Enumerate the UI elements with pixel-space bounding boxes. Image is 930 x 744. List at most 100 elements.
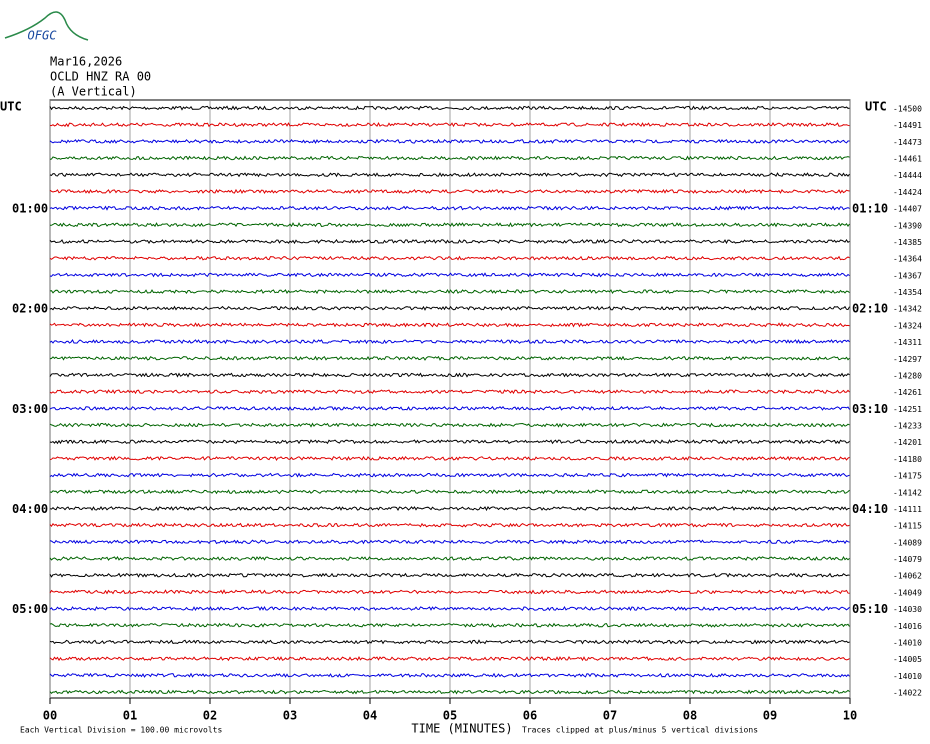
trace bbox=[49, 105, 850, 111]
offset-label: -14016 bbox=[893, 622, 922, 631]
x-tick-label: 07 bbox=[603, 709, 617, 723]
offset-label: -14491 bbox=[893, 121, 922, 130]
trace bbox=[49, 605, 850, 612]
x-tick-label: 01 bbox=[123, 709, 137, 723]
trace bbox=[49, 639, 850, 645]
trace bbox=[49, 555, 850, 561]
offset-label: -14342 bbox=[893, 305, 922, 314]
offset-label: -14180 bbox=[893, 455, 922, 464]
offset-label: -14010 bbox=[893, 672, 922, 681]
x-axis-label: TIME (MINUTES) bbox=[411, 722, 512, 736]
offset-label: -14280 bbox=[893, 371, 922, 380]
x-tick-label: 03 bbox=[283, 709, 297, 723]
clip-note: Traces clipped at plus/minus 5 vertical … bbox=[522, 726, 758, 735]
trace bbox=[49, 222, 850, 228]
offset-label: -14089 bbox=[893, 538, 922, 547]
offset-label: -14444 bbox=[893, 171, 922, 180]
trace bbox=[49, 389, 850, 395]
x-tick-label: 00 bbox=[43, 709, 57, 723]
date: Mar16,2026 bbox=[50, 55, 122, 69]
trace bbox=[49, 672, 850, 678]
trace bbox=[49, 355, 850, 361]
trace bbox=[49, 205, 850, 211]
offset-label: -14010 bbox=[893, 638, 922, 647]
trace bbox=[49, 339, 850, 345]
trace bbox=[49, 489, 850, 495]
offset-label: -14311 bbox=[893, 338, 922, 347]
offset-label: -14142 bbox=[893, 488, 922, 497]
trace bbox=[49, 422, 850, 428]
trace bbox=[49, 522, 850, 528]
offset-label: -14261 bbox=[893, 388, 922, 397]
offset-label: -14079 bbox=[893, 555, 922, 564]
offset-label: -14022 bbox=[893, 689, 922, 698]
left-time-label: 01:00 bbox=[12, 202, 48, 216]
trace bbox=[49, 539, 850, 545]
right-time-label: 03:10 bbox=[852, 402, 888, 416]
trace bbox=[49, 305, 850, 311]
logo-text: OFGC bbox=[28, 29, 58, 43]
right-time-label: 02:10 bbox=[852, 302, 888, 316]
offset-label: -14364 bbox=[893, 255, 922, 264]
offset-label: -14233 bbox=[893, 422, 922, 431]
logo: OFGC bbox=[4, 11, 89, 43]
offset-label: -14407 bbox=[893, 205, 922, 214]
left-time-label: 03:00 bbox=[12, 402, 48, 416]
left-time-label: 04:00 bbox=[12, 502, 48, 516]
x-tick-label: 09 bbox=[763, 709, 777, 723]
trace bbox=[49, 472, 850, 478]
left-time-label: 05:00 bbox=[12, 602, 48, 616]
offset-label: -14473 bbox=[893, 138, 922, 147]
trace bbox=[49, 505, 850, 512]
x-tick-label: 04 bbox=[363, 709, 377, 723]
trace bbox=[49, 121, 850, 128]
trace bbox=[49, 589, 850, 595]
trace bbox=[49, 322, 850, 328]
offset-label: -14251 bbox=[893, 405, 922, 414]
right-time-label: 04:10 bbox=[852, 502, 888, 516]
trace bbox=[49, 405, 850, 411]
offset-label: -14062 bbox=[893, 572, 922, 581]
offset-label: -14390 bbox=[893, 221, 922, 230]
trace bbox=[49, 288, 850, 295]
x-tick-label: 02 bbox=[203, 709, 217, 723]
offset-label: -14201 bbox=[893, 438, 922, 447]
trace bbox=[49, 238, 850, 245]
trace bbox=[49, 188, 850, 195]
x-tick-label: 08 bbox=[683, 709, 697, 723]
right-time-label: 01:10 bbox=[852, 202, 888, 216]
trace bbox=[49, 689, 850, 695]
left-zone: UTC bbox=[0, 100, 22, 114]
offset-label: -14424 bbox=[893, 188, 922, 197]
x-tick-label: 05 bbox=[443, 709, 457, 723]
offset-label: -14005 bbox=[893, 655, 922, 664]
trace bbox=[49, 272, 850, 278]
scale-note: Each Vertical Division = 100.00 microvol… bbox=[20, 726, 222, 735]
x-tick-label: 10 bbox=[843, 709, 857, 723]
trace bbox=[49, 622, 850, 628]
trace bbox=[49, 572, 850, 578]
trace bbox=[49, 138, 850, 144]
component: (A Vertical) bbox=[50, 85, 137, 99]
offset-label: -14500 bbox=[893, 105, 922, 114]
trace bbox=[49, 439, 850, 445]
trace bbox=[49, 455, 850, 462]
offset-label: -14175 bbox=[893, 472, 922, 481]
x-tick-label: 06 bbox=[523, 709, 537, 723]
offset-label: -14049 bbox=[893, 588, 922, 597]
trace bbox=[49, 372, 850, 378]
offset-label: -14461 bbox=[893, 155, 922, 164]
trace bbox=[49, 155, 850, 161]
right-zone: UTC bbox=[865, 100, 887, 114]
offset-label: -14111 bbox=[893, 505, 922, 514]
trace bbox=[49, 172, 850, 178]
offset-label: -14367 bbox=[893, 271, 922, 280]
offset-label: -14115 bbox=[893, 522, 922, 531]
offset-label: -14324 bbox=[893, 321, 922, 330]
trace bbox=[49, 255, 850, 261]
right-time-label: 05:10 bbox=[852, 602, 888, 616]
offset-label: -14030 bbox=[893, 605, 922, 614]
left-time-label: 02:00 bbox=[12, 302, 48, 316]
offset-label: -14297 bbox=[893, 355, 922, 364]
